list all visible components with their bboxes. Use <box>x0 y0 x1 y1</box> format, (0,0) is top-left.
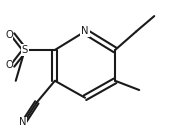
Text: S: S <box>22 45 28 55</box>
Text: N: N <box>81 26 89 37</box>
Text: O: O <box>5 60 13 70</box>
Text: O: O <box>5 30 13 40</box>
Text: N: N <box>19 117 26 127</box>
